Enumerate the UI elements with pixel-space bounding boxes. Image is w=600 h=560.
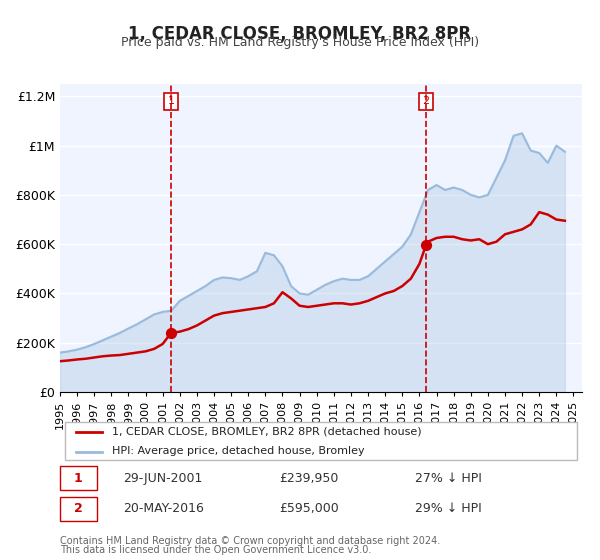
Text: Contains HM Land Registry data © Crown copyright and database right 2024.: Contains HM Land Registry data © Crown c… [60,536,440,547]
FancyBboxPatch shape [60,466,97,489]
Text: Price paid vs. HM Land Registry's House Price Index (HPI): Price paid vs. HM Land Registry's House … [121,36,479,49]
Text: 27% ↓ HPI: 27% ↓ HPI [415,472,482,484]
Text: 1: 1 [167,96,175,106]
Text: This data is licensed under the Open Government Licence v3.0.: This data is licensed under the Open Gov… [60,545,371,556]
Text: 20-MAY-2016: 20-MAY-2016 [122,502,203,515]
Text: 2: 2 [422,96,430,106]
Text: HPI: Average price, detached house, Bromley: HPI: Average price, detached house, Brom… [112,446,365,456]
Point [421,241,431,250]
Point [166,328,176,337]
Text: £595,000: £595,000 [279,502,339,515]
Text: 1, CEDAR CLOSE, BROMLEY, BR2 8PR: 1, CEDAR CLOSE, BROMLEY, BR2 8PR [128,25,472,43]
Text: 1, CEDAR CLOSE, BROMLEY, BR2 8PR (detached house): 1, CEDAR CLOSE, BROMLEY, BR2 8PR (detach… [112,427,422,437]
Text: 1: 1 [74,472,83,484]
Text: 2: 2 [74,502,83,515]
FancyBboxPatch shape [65,422,577,460]
Text: 29-JUN-2001: 29-JUN-2001 [122,472,202,484]
Text: £239,950: £239,950 [279,472,338,484]
FancyBboxPatch shape [60,497,97,521]
Text: 29% ↓ HPI: 29% ↓ HPI [415,502,482,515]
